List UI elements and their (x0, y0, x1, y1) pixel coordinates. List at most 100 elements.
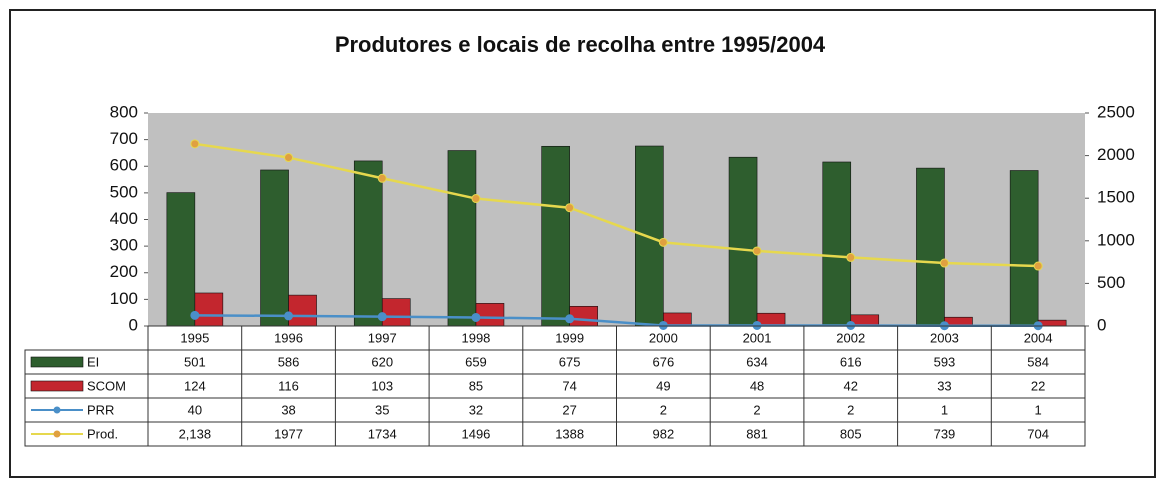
y-tick-label: 500 (110, 182, 138, 201)
marker (377, 312, 387, 322)
table-value: 1 (941, 402, 948, 417)
bar (822, 161, 852, 327)
table-value: 616 (840, 354, 862, 369)
marker (471, 194, 481, 204)
table-value: 634 (746, 354, 768, 369)
y2-tick-label: 1500 (1097, 188, 1135, 207)
legend-label: PRR (87, 402, 114, 417)
table-value: 124 (184, 378, 206, 393)
marker (658, 237, 668, 247)
table-value: 40 (188, 402, 202, 417)
x-tick-label: 2001 (743, 330, 772, 345)
marker (284, 311, 294, 321)
legend-swatch (53, 430, 61, 438)
table-value: 620 (371, 354, 393, 369)
table-value: 1977 (274, 426, 303, 441)
legend-label: Prod. (87, 426, 118, 441)
bar (166, 192, 196, 327)
bar (916, 167, 945, 327)
y-tick-label: 800 (110, 102, 138, 121)
table-value: 704 (1027, 426, 1049, 441)
bar (288, 294, 317, 327)
table-value: 659 (465, 354, 487, 369)
x-tick-label: 1998 (461, 330, 490, 345)
table-value: 739 (934, 426, 956, 441)
table-value: 49 (656, 378, 670, 393)
marker (752, 246, 762, 256)
bar (728, 156, 758, 327)
marker (565, 203, 575, 213)
y-tick-label: 300 (110, 236, 138, 255)
table-value: 74 (562, 378, 576, 393)
table-value: 2 (660, 402, 667, 417)
table-value: 85 (469, 378, 483, 393)
table-value: 42 (844, 378, 858, 393)
table-value: 32 (469, 402, 483, 417)
table-value: 22 (1031, 378, 1045, 393)
x-tick-label: 1996 (274, 330, 303, 345)
marker (846, 320, 856, 330)
y-tick-label: 700 (110, 129, 138, 148)
line (194, 142, 1039, 268)
table-value: 33 (937, 378, 951, 393)
marker (1033, 261, 1043, 271)
legend-swatch (30, 380, 84, 392)
legend-label: SCOM (87, 378, 126, 393)
y-tick-label: 100 (110, 289, 138, 308)
chart-title: Produtores e locais de recolha entre 199… (335, 32, 826, 57)
bar (260, 169, 289, 327)
marker (939, 258, 949, 268)
table-value: 1 (1035, 402, 1042, 417)
x-tick-label: 2002 (836, 330, 865, 345)
marker (846, 252, 856, 262)
table-value: 2 (753, 402, 760, 417)
marker (658, 320, 668, 330)
legend-swatch (30, 356, 84, 368)
bar (541, 145, 570, 327)
table-value: 1496 (461, 426, 490, 441)
legend-swatch (53, 406, 61, 414)
y-tick-label: 200 (110, 262, 138, 281)
y-tick-label: 0 (129, 315, 138, 334)
x-tick-label: 2004 (1024, 330, 1053, 345)
table-value: 584 (1027, 354, 1049, 369)
table-value: 103 (371, 378, 393, 393)
y2-tick-label: 1000 (1097, 230, 1135, 249)
x-tick-label: 1995 (180, 330, 209, 345)
table-value: 2 (847, 402, 854, 417)
table-value: 38 (281, 402, 295, 417)
table-value: 805 (840, 426, 862, 441)
table-value: 2,138 (179, 426, 212, 441)
table-value: 586 (278, 354, 300, 369)
x-tick-label: 1997 (368, 330, 397, 345)
y2-tick-label: 2000 (1097, 145, 1135, 164)
bar (447, 150, 477, 327)
table-value: 1388 (555, 426, 584, 441)
table-value: 881 (746, 426, 768, 441)
legend-label: EI (87, 354, 99, 369)
marker (190, 139, 200, 149)
bar (569, 305, 598, 327)
table-value: 593 (934, 354, 956, 369)
x-tick-label: 2000 (649, 330, 678, 345)
marker (284, 153, 294, 163)
table-value: 675 (559, 354, 581, 369)
y2-tick-label: 0 (1097, 315, 1106, 334)
bar (1009, 170, 1039, 327)
y2-tick-label: 2500 (1097, 102, 1135, 121)
y-tick-label: 400 (110, 209, 138, 228)
table-value: 676 (652, 354, 674, 369)
marker (565, 314, 575, 324)
marker (190, 310, 200, 320)
marker (377, 173, 387, 183)
bar (194, 292, 224, 327)
table-value: 48 (750, 378, 764, 393)
y-tick-label: 600 (110, 156, 138, 175)
bar (475, 303, 505, 327)
table-value: 982 (652, 426, 674, 441)
x-tick-label: 1999 (555, 330, 584, 345)
y2-tick-label: 500 (1097, 273, 1125, 292)
bar (353, 160, 383, 327)
table-value: 27 (562, 402, 576, 417)
